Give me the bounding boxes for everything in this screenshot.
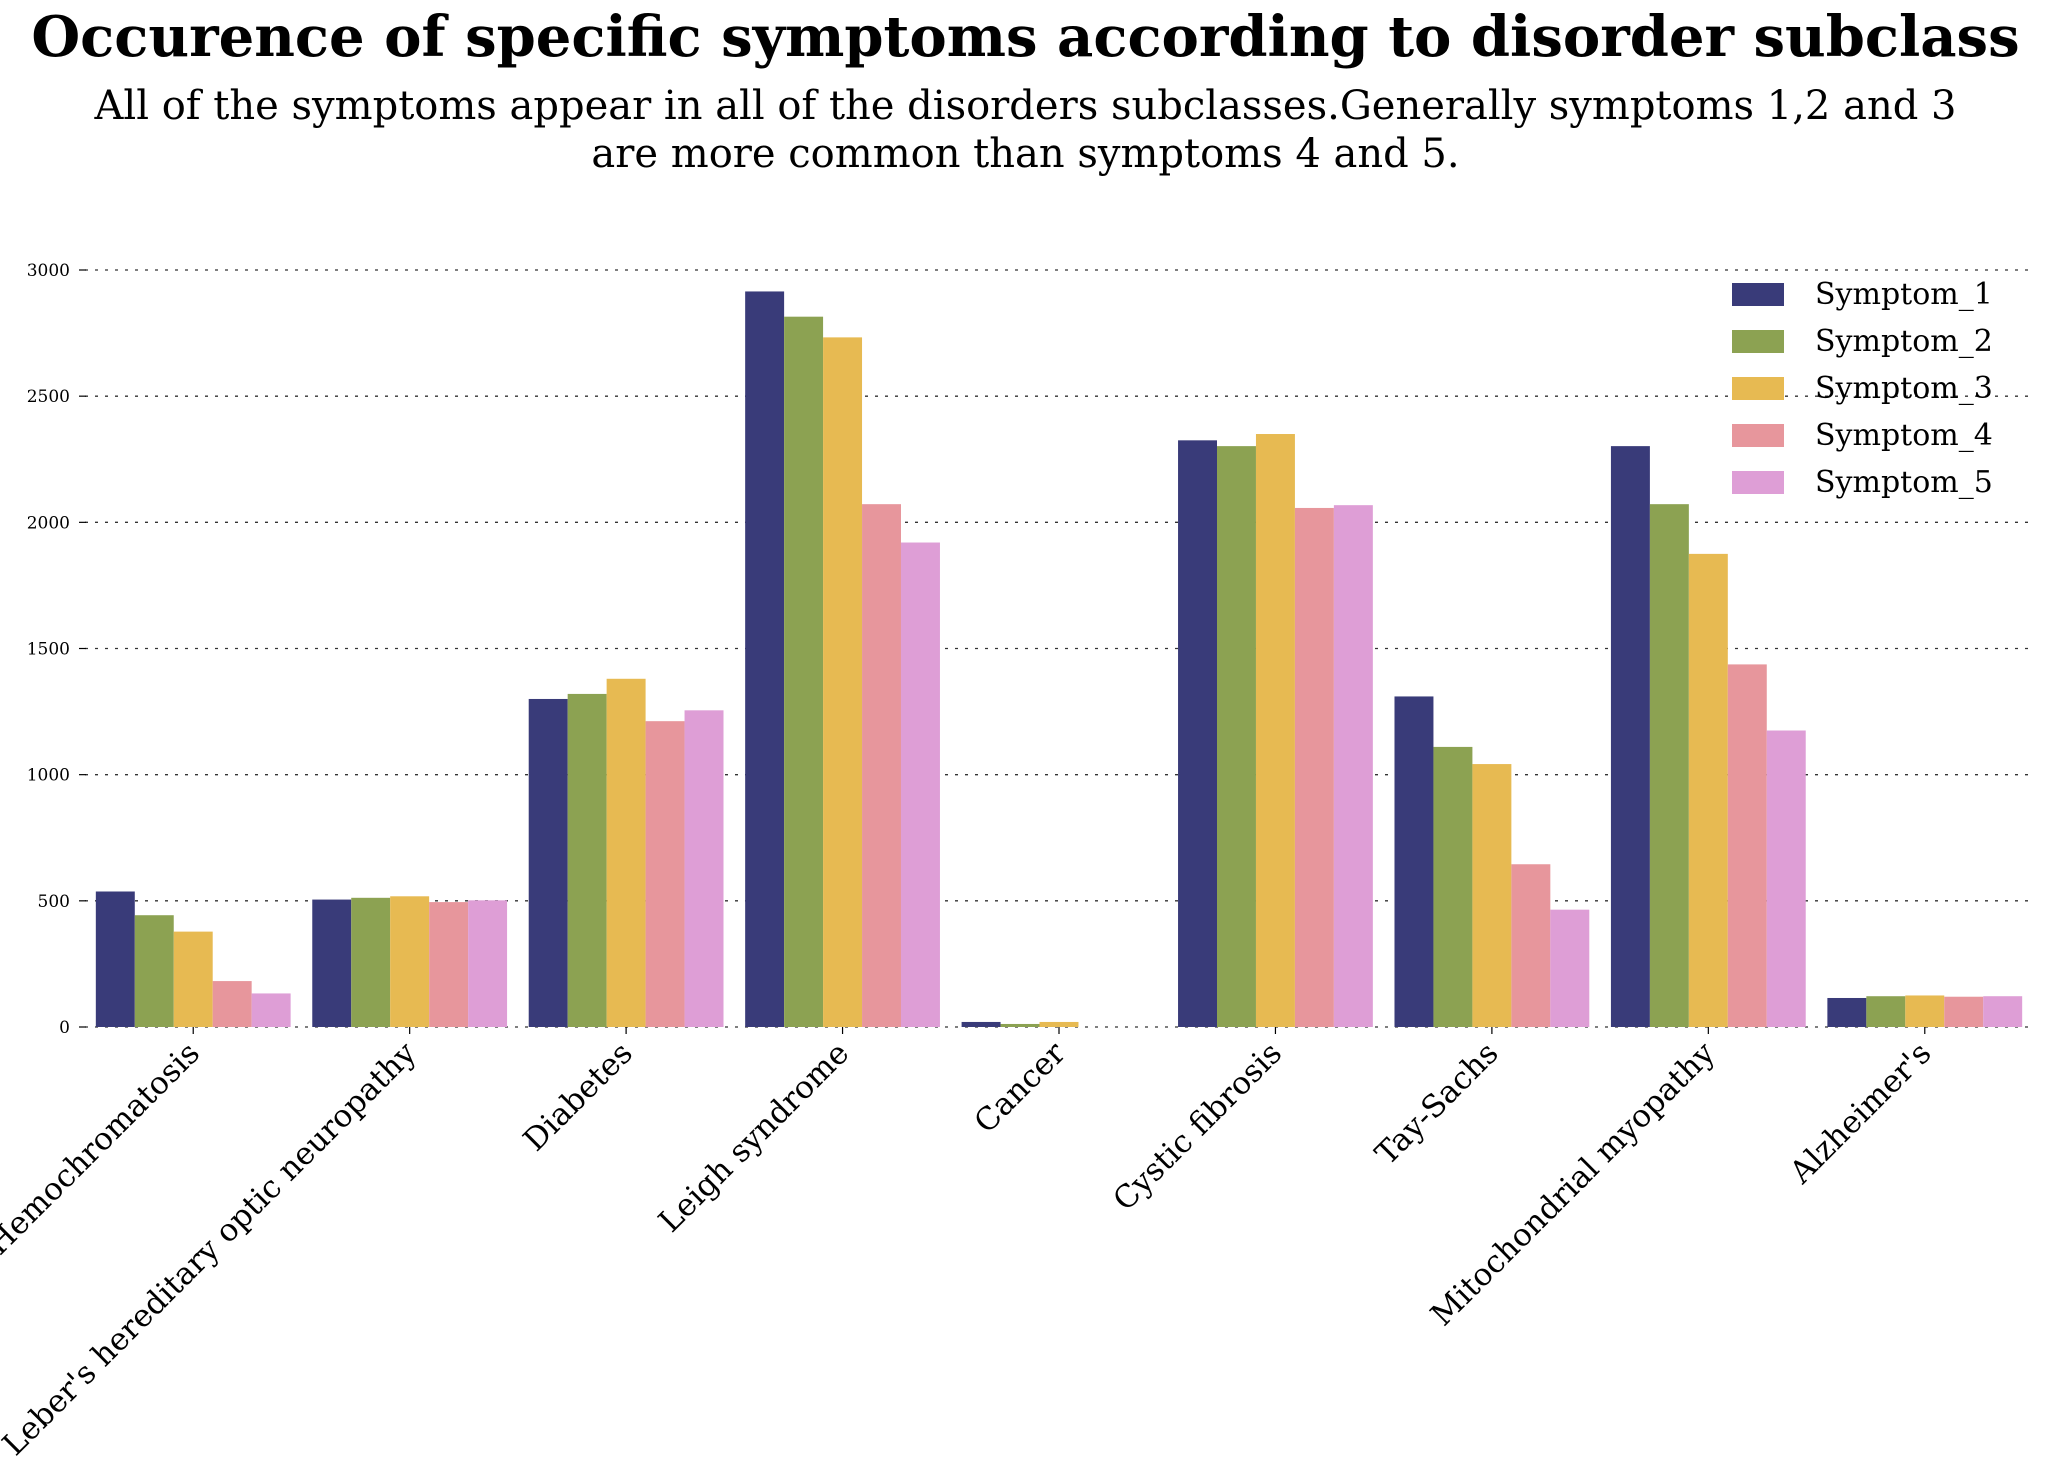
x-tick-label: Cystic fibrosis bbox=[1106, 1035, 1289, 1218]
chart-subtitle-line-2: are more common than symptoms 4 and 5. bbox=[591, 131, 1460, 177]
bar-symptom-3 bbox=[1255, 434, 1295, 1027]
bar-symptom-3 bbox=[173, 931, 213, 1027]
legend-swatch bbox=[1732, 471, 1784, 494]
bar-symptom-3 bbox=[1039, 1021, 1079, 1027]
bar-symptom-1 bbox=[95, 891, 135, 1027]
legend-label: Symptom_2 bbox=[1815, 324, 1993, 359]
bar-symptom-4 bbox=[1944, 996, 1984, 1027]
bar-symptom-1 bbox=[745, 291, 785, 1027]
bar-symptom-5 bbox=[900, 542, 940, 1027]
bar-symptom-1 bbox=[1394, 696, 1434, 1027]
bar-symptom-2 bbox=[784, 316, 824, 1028]
x-tick-label: Leber's hereditary optic neuropathy bbox=[0, 1035, 424, 1463]
bar-symptom-5 bbox=[468, 900, 508, 1027]
bar-symptom-4 bbox=[645, 721, 685, 1027]
bar-symptom-4 bbox=[429, 902, 469, 1027]
y-tick-label: 500 bbox=[38, 892, 70, 912]
bar-symptom-2 bbox=[351, 897, 391, 1027]
bar-symptom-4 bbox=[1727, 664, 1767, 1027]
y-tick-label: 1500 bbox=[27, 640, 70, 660]
bar-symptom-1 bbox=[1610, 446, 1650, 1027]
bar-symptom-3 bbox=[823, 337, 863, 1027]
legend-swatch bbox=[1732, 377, 1784, 400]
bar-symptom-5 bbox=[1333, 505, 1373, 1027]
bar-symptom-5 bbox=[1550, 909, 1590, 1027]
bar-symptom-1 bbox=[961, 1021, 1001, 1027]
chart-subtitle: All of the symptoms appear in all of the… bbox=[0, 82, 2051, 178]
x-tick-label: Cancer bbox=[968, 1035, 1073, 1140]
bar-symptom-1 bbox=[1178, 440, 1218, 1027]
bar-symptom-1 bbox=[312, 899, 352, 1027]
bar-symptom-5 bbox=[251, 993, 291, 1027]
bar-symptom-3 bbox=[606, 678, 646, 1027]
bar-symptom-1 bbox=[1827, 997, 1867, 1027]
x-tick-label: Alzheimer's bbox=[1782, 1035, 1938, 1191]
bar-symptom-5 bbox=[684, 710, 724, 1027]
bar-symptom-2 bbox=[567, 693, 607, 1027]
legend-label: Symptom_1 bbox=[1815, 277, 1993, 312]
bar-symptom-4 bbox=[862, 504, 901, 1027]
y-tick-label: 2500 bbox=[27, 387, 70, 407]
legend: Symptom_1 Symptom_2 Symptom_3 Symptom_4 Symp… bbox=[1732, 277, 1993, 500]
bar-symptom-2 bbox=[1217, 446, 1256, 1027]
bar-symptom-3 bbox=[390, 896, 430, 1027]
bar-symptom-3 bbox=[1472, 764, 1512, 1027]
bar-symptom-2 bbox=[1649, 504, 1689, 1027]
bar-symptom-2 bbox=[1866, 996, 1906, 1027]
legend-label: Symptom_5 bbox=[1815, 465, 1993, 500]
bar-symptom-5 bbox=[1983, 996, 2023, 1027]
chart-subtitle-line-1: All of the symptoms appear in all of the… bbox=[94, 83, 1957, 129]
x-tick-label: Hemochromatosis bbox=[0, 1035, 207, 1262]
y-axis: 0 500 1000 1500 2000 2500 3000 bbox=[27, 261, 86, 1038]
y-tick-label: 1000 bbox=[27, 766, 70, 786]
bar-symptom-3 bbox=[1688, 553, 1728, 1027]
y-tick-label: 3000 bbox=[27, 261, 70, 281]
bar-symptom-4 bbox=[1294, 507, 1334, 1028]
bar-symptom-2 bbox=[1000, 1023, 1040, 1027]
legend-swatch bbox=[1732, 424, 1784, 447]
x-tick-label: Leigh syndrome bbox=[652, 1035, 856, 1239]
bar-symptom-3 bbox=[1905, 995, 1945, 1027]
x-tick-label: Tay-Sachs bbox=[1369, 1035, 1506, 1172]
x-tick-label: Diabetes bbox=[517, 1035, 640, 1158]
y-tick-label: 0 bbox=[59, 1018, 70, 1038]
bar-symptom-1 bbox=[528, 698, 568, 1027]
bar-symptom-5 bbox=[1766, 730, 1806, 1027]
legend-swatch bbox=[1732, 330, 1784, 353]
legend-swatch bbox=[1732, 283, 1784, 306]
bar-symptom-4 bbox=[212, 981, 252, 1027]
bar-symptom-2 bbox=[134, 915, 174, 1027]
legend-label: Symptom_4 bbox=[1815, 418, 1993, 453]
bar-symptom-2 bbox=[1433, 746, 1473, 1027]
chart-title: Occurence of specific symptoms according… bbox=[31, 4, 2020, 70]
bars bbox=[95, 291, 2023, 1028]
y-tick-label: 2000 bbox=[27, 513, 70, 533]
bar-symptom-4 bbox=[1511, 864, 1551, 1027]
legend-label: Symptom_3 bbox=[1815, 371, 1993, 406]
